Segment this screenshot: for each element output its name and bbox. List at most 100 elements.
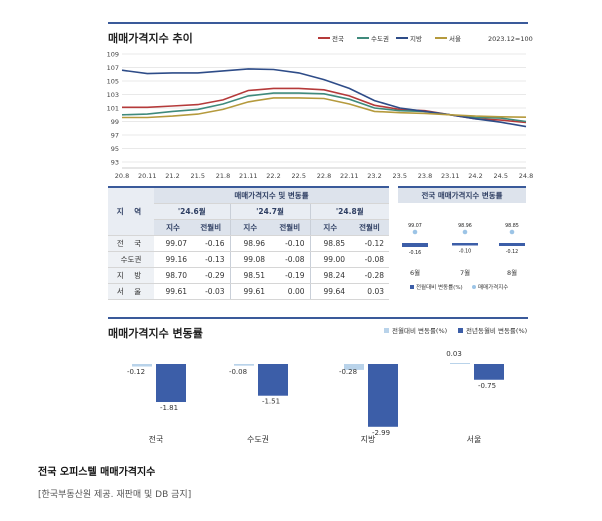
table-month-header: '24.8월 <box>309 203 389 220</box>
change-bar <box>452 243 478 246</box>
table-month-header: '24.6월 <box>154 203 230 220</box>
x-tick-label: 23.2 <box>367 172 381 180</box>
category-label: 7월 <box>460 268 470 277</box>
table-subheader: 지수 <box>229 219 270 236</box>
legend-swatch <box>384 328 389 333</box>
x-tick-label: 22.5 <box>292 172 306 180</box>
x-tick-label: 21.8 <box>216 172 230 180</box>
x-tick-label: 22.2 <box>266 172 280 180</box>
y-tick-label: 105 <box>107 78 119 86</box>
table-cell: -0.29 <box>192 267 230 284</box>
category-label: 서울 <box>467 435 482 444</box>
table-subheader: 전월비 <box>270 219 310 236</box>
x-tick-label: 21.5 <box>191 172 205 180</box>
x-tick-label: 20.8 <box>115 172 129 180</box>
bar <box>132 364 152 367</box>
x-tick-label: 22.8 <box>317 172 331 180</box>
bar <box>258 364 288 396</box>
x-tick-label: 20.11 <box>138 172 157 180</box>
line-chart-title: 매매가격지수 추이 <box>108 32 193 45</box>
category-label: 6월 <box>410 268 420 277</box>
data-label: 0.03 <box>446 350 462 358</box>
mini-chart-legend: 전월대비 변동률(%) 매매가격지수 <box>410 283 508 291</box>
x-tick-label: 24.8 <box>519 172 533 180</box>
table-cell: 0.03 <box>350 283 389 300</box>
table-row-label: 서 울 <box>108 283 154 300</box>
bar <box>474 364 504 380</box>
line-chart-note: 2023.12=100 <box>488 35 533 43</box>
x-tick-label: 23.5 <box>393 172 407 180</box>
category-label: 지방 <box>361 434 376 444</box>
bar-chart: 전월대비 변동률(%) 전년동월비 변동률(%) -0.12 -1.81 전국 -0.0… <box>127 326 527 444</box>
table-cell: -0.12 <box>350 235 389 252</box>
y-tick-label: 101 <box>107 105 119 113</box>
mini-chart-top-rule <box>398 186 526 188</box>
table-cell: 99.07 <box>154 235 192 252</box>
table-cell: -0.03 <box>192 283 230 300</box>
data-label: -0.12 <box>127 368 145 376</box>
mini-chart-title: 전국 매매가격지수 변동률 <box>398 188 526 203</box>
table-cell: 99.61 <box>229 283 270 300</box>
bar <box>156 364 186 403</box>
table-row-label: 전 국 <box>108 235 154 252</box>
y-tick-label: 107 <box>107 64 119 72</box>
x-tick-label: 21.2 <box>165 172 179 180</box>
source-credit: [한국부동산원 제공. 재판매 및 DB 금지] <box>38 490 192 500</box>
table-row: 지 방 98.70 -0.29 98.51 -0.19 98.24 -0.28 <box>108 267 389 284</box>
legend-label: 서울 <box>449 34 461 43</box>
change-label: -0.16 <box>409 250 421 256</box>
change-bar <box>402 243 428 247</box>
table-cell: -0.10 <box>270 235 310 252</box>
legend-label: 전년동월비 변동률(%) <box>466 326 527 335</box>
y-tick-label: 95 <box>111 145 119 153</box>
bar <box>368 364 398 427</box>
x-tick-label: 21.11 <box>239 172 258 180</box>
legend-label: 매매가격지수 <box>478 283 508 291</box>
table-cell: 98.51 <box>229 267 270 284</box>
x-tick-label: 24.2 <box>468 172 482 180</box>
table-subheader: 지수 <box>309 219 350 236</box>
bar <box>450 363 470 364</box>
table-cell: -0.28 <box>350 267 389 284</box>
line-chart-legend: 전국 수도권 지방 서울 <box>318 34 461 43</box>
table-subheader: 전월비 <box>192 219 230 236</box>
table-cell: -0.16 <box>192 235 230 252</box>
legend-label: 전월대비 변동률(%) <box>416 283 463 291</box>
table-cell: -0.08 <box>270 251 310 268</box>
index-point <box>412 229 418 235</box>
y-tick-label: 93 <box>111 159 119 167</box>
y-tick-label: 103 <box>107 91 119 99</box>
category-label: 수도권 <box>247 434 269 444</box>
bar-chart-top-rule <box>108 317 528 319</box>
y-tick-label: 99 <box>111 118 119 126</box>
data-label: -2.99 <box>372 429 390 437</box>
line-chart-top-rule <box>108 22 528 24</box>
table-row: 서 울 99.61 -0.03 99.61 0.00 99.64 0.03 <box>108 283 389 300</box>
table-cell: 98.70 <box>154 267 192 284</box>
index-point <box>462 229 468 235</box>
data-label: -0.28 <box>339 368 357 376</box>
data-label: -0.08 <box>229 368 247 376</box>
table-cell: 99.08 <box>229 251 270 268</box>
table-row: 수도권 99.16 -0.13 99.08 -0.08 99.00 -0.08 <box>108 251 389 268</box>
table-cell: 99.61 <box>154 283 192 300</box>
x-tick-label: 23.8 <box>418 172 432 180</box>
table-cell: 98.85 <box>309 235 350 252</box>
figure-caption: 전국 오피스텔 매매가격지수 <box>38 467 156 478</box>
bar <box>234 364 254 366</box>
table-cell: -0.08 <box>350 251 389 268</box>
change-bar <box>499 243 525 246</box>
table-cell: 98.24 <box>309 267 350 284</box>
legend-swatch <box>458 328 463 333</box>
table-cell: -0.13 <box>192 251 230 268</box>
category-label: 전국 <box>149 434 164 444</box>
line-chart: 전국 수도권 지방 서울 2023.12=100 93 95 97 99 101 103 105 1… <box>107 34 534 180</box>
legend-swatch <box>472 285 476 289</box>
legend-label: 전국 <box>332 34 344 43</box>
change-label: -0.12 <box>506 249 518 255</box>
table-cell: 98.96 <box>229 235 270 252</box>
index-label: 99.07 <box>408 223 422 229</box>
data-label: -1.81 <box>160 404 178 412</box>
table-subheader: 지수 <box>154 219 192 236</box>
x-tick-label: 22.11 <box>340 172 359 180</box>
